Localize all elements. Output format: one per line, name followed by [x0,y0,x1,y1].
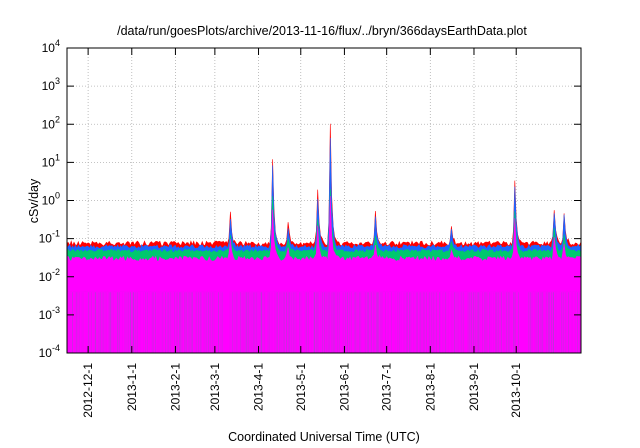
dropout-block [227,265,230,353]
dropout-block [223,265,226,353]
y-tick-label: 10-3 [39,305,60,322]
dropout-block [526,265,529,353]
y-tick-label: 104 [42,38,60,55]
x-tick-label: 2013-2-1 [168,363,182,411]
y-tick-label: 101 [42,152,60,169]
series-magenta-dips [66,265,581,353]
y-tick-label: 10-1 [39,229,60,246]
dropout-block [224,265,227,353]
dropout-block [521,265,524,353]
y-tick-label: 10-2 [39,267,60,284]
x-axis-ticks: 2012-12-1 2013-1-1 2013-2-1 2013-3-1 2013-4-… [81,48,523,418]
x-tick-label: 2012-12-1 [81,363,95,418]
y-tick-label: 10-4 [39,343,60,360]
x-tick-label: 2013-10-1 [509,363,523,418]
x-tick-label: 2013-4-1 [252,363,266,411]
y-tick-label: 103 [42,76,60,93]
dropout-block [226,265,229,353]
dropout-block [519,265,521,353]
data-area [66,123,582,354]
series-magenta-area [66,196,582,293]
x-tick-label: 2013-3-1 [208,363,222,411]
chart-title: /data/run/goesPlots/archive/2013-11-16/f… [117,24,527,38]
x-tick-label: 2013-5-1 [294,363,308,411]
y-axis-label: cSv/day [27,178,41,223]
x-axis-label: Coordinated Universal Time (UTC) [228,430,420,444]
y-tick-label: 100 [42,191,60,208]
dropout-block [523,265,526,353]
x-tick-label: 2013-6-1 [337,363,351,411]
y-tick-label: 102 [42,114,60,131]
x-tick-label: 2013-7-1 [380,363,394,411]
x-tick-label: 2013-9-1 [467,363,481,411]
dropout-block [520,265,523,353]
x-tick-label: 2013-1-1 [125,363,139,411]
x-tick-label: 2013-8-1 [423,363,437,411]
dropout-block [524,265,527,353]
y-axis-ticks: 10-4 10-3 10-2 10-1 100 101 102 103 104 [39,38,581,360]
